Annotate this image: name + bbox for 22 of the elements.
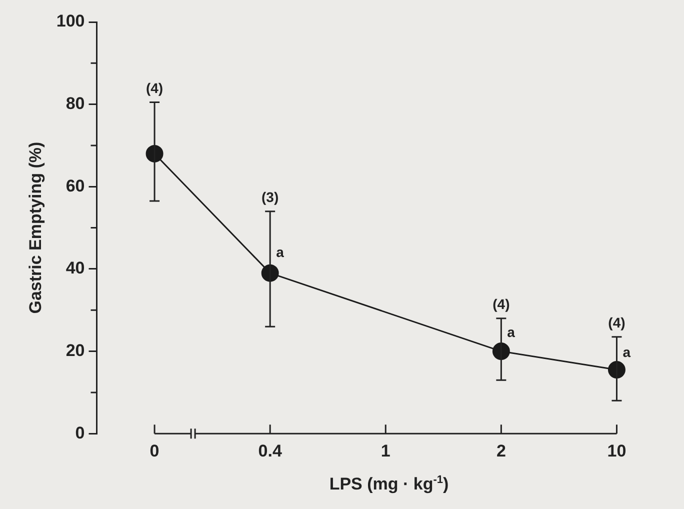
- y-tick-label: 40: [66, 258, 85, 278]
- y-tick-label: 20: [66, 340, 85, 360]
- annotation: a: [622, 344, 631, 360]
- point: [608, 361, 626, 379]
- y-axis-title: Gastric Emptying (%): [26, 142, 45, 314]
- x-axis-title: LPS (mg · kg$^{-1}$): [328, 474, 450, 495]
- x-tick-label: 0.4: [258, 441, 282, 460]
- x-tick-label: 2: [496, 441, 506, 460]
- annotation: a: [276, 244, 284, 260]
- annotation: a: [507, 324, 516, 340]
- point: [492, 342, 510, 360]
- x-tick-label: 0: [150, 441, 160, 460]
- y-tick-label: 0: [75, 423, 85, 442]
- y-tick-label: 60: [66, 176, 85, 196]
- y-tick-label: 100: [56, 12, 85, 31]
- annotation: (4): [492, 296, 510, 312]
- x-tick-label: 10: [607, 441, 626, 460]
- x-tick-label: 1: [380, 441, 390, 460]
- annotation: (4): [608, 314, 626, 331]
- annotation: (4): [146, 80, 164, 96]
- y-tick-label: 80: [66, 94, 85, 114]
- annotation: (3): [262, 189, 279, 206]
